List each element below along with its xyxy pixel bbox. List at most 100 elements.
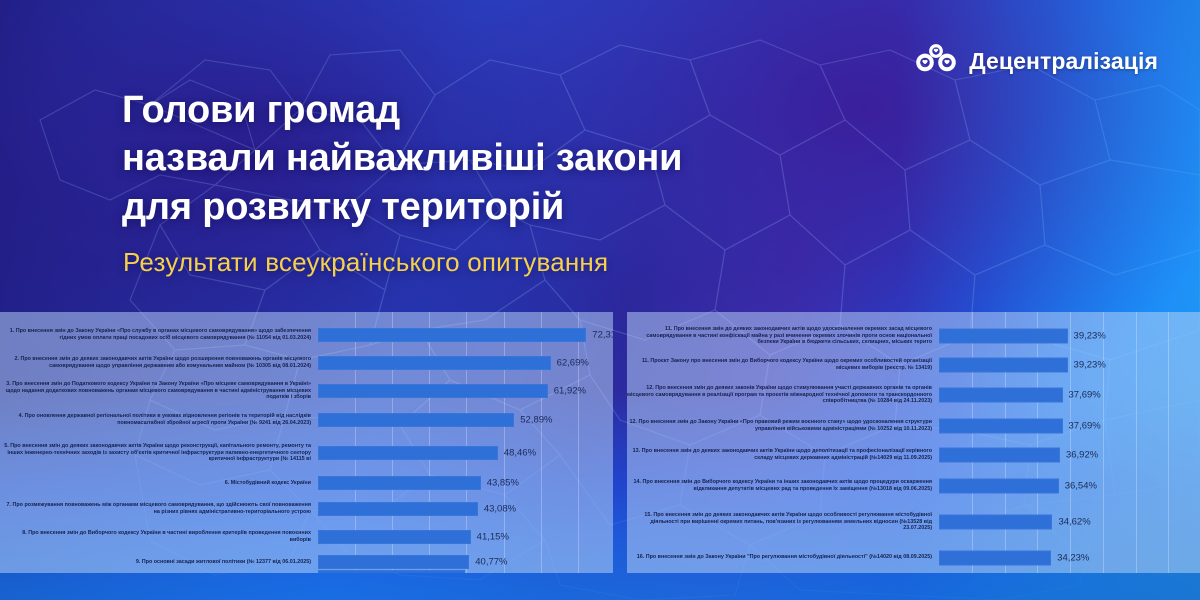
page-title-line-2: назвали найважливіші закони bbox=[122, 137, 683, 180]
bar-value-label: 39,62% bbox=[471, 572, 503, 573]
bar-row: 14. Про внесення змін до Виборчого кодек… bbox=[627, 470, 1200, 502]
bar-track: 61,92% bbox=[318, 376, 613, 406]
bar-row: 5. Про внесення змін до деяких законодав… bbox=[0, 434, 613, 472]
bar bbox=[318, 530, 471, 544]
bar-track: 41,15% bbox=[318, 524, 613, 550]
bar-track: 62,69% bbox=[318, 350, 613, 376]
bar-track: 37,69% bbox=[939, 412, 1200, 440]
bar-row: 4. Про оновлення державної регіональної … bbox=[0, 406, 613, 434]
bar bbox=[939, 550, 1052, 565]
bar-value-label: 40,77% bbox=[475, 556, 508, 568]
bar-track: 43,85% bbox=[318, 472, 613, 494]
bar-row-label: 13. Про внесення змін до деяких законода… bbox=[632, 448, 932, 461]
bar-row: 12. Про внесення змін до Закону України … bbox=[627, 412, 1200, 440]
bar-rows-right: 11. Про внесення змін до деяких законода… bbox=[627, 312, 1200, 573]
bar bbox=[939, 387, 1063, 403]
bar-row: 11. Про внесення змін до деяких законода… bbox=[627, 320, 1200, 352]
page-title-line-1: Голови громад bbox=[122, 89, 401, 131]
bar-row-label: 9. Про основні засади житлової політики … bbox=[135, 558, 311, 565]
bar-row: 3. Про внесення змін до Податкового коде… bbox=[0, 376, 613, 406]
bar-value-label: 41,15% bbox=[476, 531, 509, 543]
bar-track: 39,23% bbox=[939, 320, 1200, 352]
bar-value-label: 43,85% bbox=[486, 477, 519, 489]
bar-row: 8. Про внесення змін до Виборчого кодекс… bbox=[0, 524, 613, 550]
bar-value-label: 62,69% bbox=[556, 357, 589, 369]
bar bbox=[318, 356, 551, 370]
bar bbox=[318, 570, 465, 573]
bar-row-label: 12. Про внесення змін до деяких законів … bbox=[627, 384, 932, 405]
bar-track: 40,77% bbox=[318, 550, 613, 573]
bar bbox=[318, 413, 515, 427]
bar bbox=[939, 357, 1068, 373]
bar-row-label: 4. Про оновлення державної регіональної … bbox=[18, 413, 311, 426]
bar bbox=[318, 502, 478, 516]
chart-panel-left: 1. Про внесення змін до Закону України «… bbox=[0, 312, 613, 573]
bar bbox=[939, 514, 1053, 530]
bar-value-label: 43,08% bbox=[483, 503, 517, 515]
bar-track: 36,54% bbox=[939, 470, 1200, 502]
bar-row-label: 12. Про внесення змін до Закону України … bbox=[629, 419, 932, 432]
bar-track: 36,92% bbox=[939, 440, 1200, 470]
bar-value-label: 37,69% bbox=[1068, 420, 1101, 432]
bar-row-label: 11. Про внесення змін до деяких законода… bbox=[646, 325, 932, 346]
bar-row: 12. Про внесення змін до деяких законів … bbox=[627, 378, 1200, 412]
bar-value-label: 39,23% bbox=[1073, 359, 1106, 371]
bar-value-label: 61,92% bbox=[553, 385, 586, 397]
bar-row-label: 8. Про внесення змін до Виборчого кодекс… bbox=[22, 530, 311, 543]
bar-value-label: 36,54% bbox=[1064, 480, 1097, 492]
bar-row: 2. Про внесення змін до деяких законодав… bbox=[0, 350, 613, 376]
bar bbox=[939, 478, 1059, 494]
page-title: Голови громад назвали найважливіші закон… bbox=[122, 86, 682, 231]
bar bbox=[318, 555, 470, 569]
bar bbox=[318, 328, 587, 342]
bar-track: 34,23% bbox=[939, 542, 1200, 573]
bar-value-label: 34,23% bbox=[1057, 552, 1090, 563]
three-circles-people-icon bbox=[916, 44, 957, 72]
bar-row: 6. Містобудівний кодекс України 43,85% bbox=[0, 472, 613, 494]
bar-row: 16. Про внесення змін до Закону України … bbox=[627, 542, 1200, 573]
bar-value-label: 39,23% bbox=[1073, 330, 1106, 342]
bar-row-label: 3. Про внесення змін до Податкового коде… bbox=[5, 380, 311, 401]
bar-row-label: 15. Про внесення змін до деяких законода… bbox=[644, 511, 932, 532]
bar-value-label: 52,89% bbox=[520, 414, 553, 426]
bar bbox=[318, 446, 498, 460]
brand-name: Децентралізація bbox=[969, 47, 1158, 74]
bar-value-label: 37,69% bbox=[1068, 389, 1101, 401]
bar-value-label: 72,31% bbox=[592, 329, 613, 341]
bar-row-label: 6. Містобудівний кодекс України bbox=[224, 479, 311, 486]
bar-row-label: 1. Про внесення змін до Закону України «… bbox=[9, 328, 311, 341]
page-subtitle: Результати всеукраїнського опитування bbox=[123, 247, 609, 277]
bar bbox=[318, 476, 481, 490]
bar-row-label: 5. Про внесення змін до деяких законодав… bbox=[4, 442, 311, 463]
bar-track: 34,62% bbox=[939, 502, 1200, 542]
chart-panel-right: 11. Про внесення змін до деяких законода… bbox=[627, 312, 1200, 573]
brand-logo[interactable]: Децентралізація bbox=[914, 44, 1158, 78]
bar-row-label: 11. Проєкт Закону про внесення змін до В… bbox=[641, 358, 932, 371]
bar-row: 11. Проєкт Закону про внесення змін до В… bbox=[627, 352, 1200, 378]
bar bbox=[939, 447, 1060, 463]
bar-track: 43,08% bbox=[318, 494, 613, 524]
bar-row-label: 14. Про внесення змін до Виборчого кодек… bbox=[633, 479, 932, 492]
bar-track: 52,89% bbox=[318, 406, 613, 434]
bar-row: 15. Про внесення змін до деяких законода… bbox=[627, 502, 1200, 542]
bar-row: 1. Про внесення змін до Закону України «… bbox=[0, 320, 613, 350]
page-title-line-3: для розвитку територій bbox=[122, 185, 565, 228]
bar-rows-left: 1. Про внесення змін до Закону України «… bbox=[0, 312, 613, 573]
bar-row: 9. Про основні засади житлової політики … bbox=[0, 550, 613, 573]
bar-row-label: 16. Про внесення змін до Закону України … bbox=[636, 554, 932, 561]
bar-value-label: 48,46% bbox=[503, 447, 537, 459]
bar-row-label: 2. Про внесення змін до деяких законодав… bbox=[14, 356, 311, 369]
bar-track: 37,69% bbox=[939, 378, 1200, 412]
bar-track: 48,46% bbox=[318, 434, 613, 472]
bar bbox=[939, 328, 1068, 344]
bar bbox=[939, 418, 1063, 434]
bar-value-label: 36,92% bbox=[1065, 449, 1099, 461]
bar-row-label: 7. Про розмежування повноважень між орга… bbox=[6, 502, 312, 515]
bar-track: 72,31% bbox=[318, 320, 613, 350]
bar-row: 13. Про внесення змін до деяких законода… bbox=[627, 440, 1200, 470]
bar bbox=[318, 384, 548, 398]
bar-row: 7. Про розмежування повноважень між орга… bbox=[0, 494, 613, 524]
bar-value-label: 34,62% bbox=[1058, 516, 1091, 528]
bar-track: 39,23% bbox=[939, 352, 1200, 378]
